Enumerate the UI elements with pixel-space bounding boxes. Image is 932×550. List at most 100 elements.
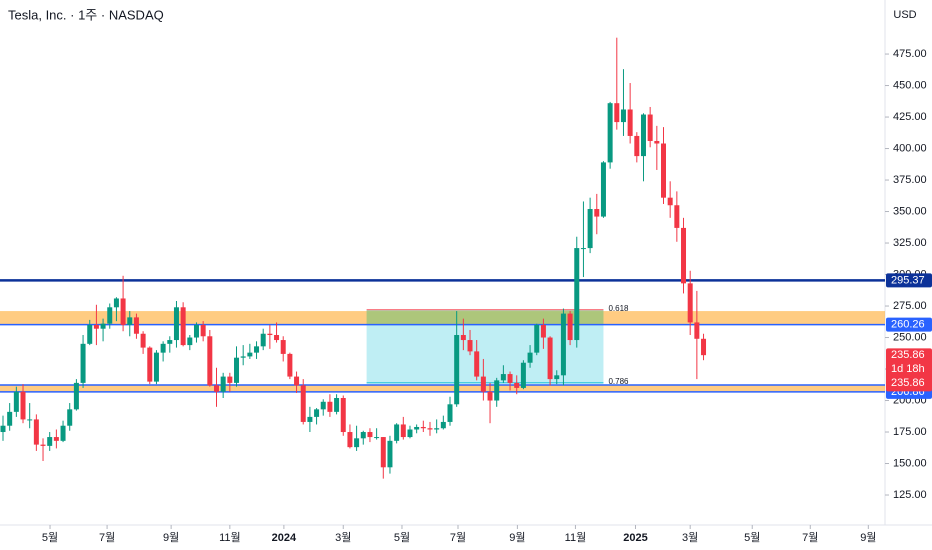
candle-body <box>580 248 586 250</box>
candle-body <box>494 380 500 401</box>
currency-label[interactable]: USD <box>893 9 916 21</box>
y-tick-label: 375.00 <box>893 174 927 186</box>
y-tick-label: 450.00 <box>893 79 927 91</box>
candle-body <box>547 337 553 380</box>
candle-body <box>687 283 693 323</box>
x-tick-label: 2024 <box>272 532 297 544</box>
candle-body <box>314 409 320 417</box>
candle-body <box>567 313 573 341</box>
candle-body <box>133 317 139 334</box>
candle-body <box>167 340 173 344</box>
candle-body <box>187 337 193 346</box>
chart-title: Tesla, Inc. · 1주 · NASDAQ <box>8 7 164 22</box>
y-tick-label: 400.00 <box>893 142 927 154</box>
candle-body <box>180 307 186 346</box>
candle-body <box>374 437 380 439</box>
x-tick-label: 11월 <box>219 531 241 544</box>
x-tick-label: 9월 <box>509 531 525 544</box>
y-tick-label: 275.00 <box>893 300 927 312</box>
y-tick-label: 475.00 <box>893 48 927 60</box>
candle-body <box>40 444 46 446</box>
candle-body <box>660 143 666 198</box>
zone <box>0 384 885 392</box>
candle-body <box>654 140 660 144</box>
candle-body <box>394 424 400 441</box>
price-badge-label: 260.26 <box>891 319 925 331</box>
x-tick-label: 7월 <box>450 531 466 544</box>
countdown-label: 1d 18h <box>891 363 925 375</box>
candle-body <box>427 428 433 430</box>
candle-body <box>87 324 93 344</box>
candle-body <box>193 324 199 338</box>
candle-body <box>173 307 179 341</box>
candle-body <box>367 432 373 438</box>
candle-body <box>434 428 440 430</box>
candle-body <box>340 398 346 433</box>
candle-body <box>207 336 213 386</box>
candle-body <box>127 317 133 325</box>
candle-body <box>620 109 626 123</box>
x-tick-label: 5월 <box>42 531 58 544</box>
candle-body <box>120 298 126 325</box>
candle-body <box>20 391 26 420</box>
x-tick-label: 2025 <box>623 532 647 544</box>
candle-body <box>540 324 546 338</box>
candle-body <box>440 421 446 429</box>
candle-body <box>93 324 99 329</box>
candle-body <box>407 429 413 438</box>
candle-body <box>447 404 453 422</box>
candle-body <box>354 438 360 448</box>
candle-body <box>327 401 333 412</box>
candle-body <box>254 346 260 353</box>
x-tick-label: 7월 <box>802 531 818 544</box>
last-price-label: 235.86 <box>891 377 925 389</box>
candle-body <box>0 425 6 433</box>
candle-body <box>480 376 486 392</box>
candle-body <box>334 398 340 412</box>
candle-body <box>147 347 153 382</box>
price-badge-label: 295.37 <box>891 274 925 286</box>
x-tick-label: 11월 <box>565 531 587 544</box>
candle-body <box>474 351 480 377</box>
candle-body <box>73 382 79 410</box>
candle-body <box>213 385 219 392</box>
candle-body <box>100 323 106 329</box>
candle-body <box>260 333 266 347</box>
candle-body <box>300 385 306 422</box>
candle-body <box>7 411 13 426</box>
candle-body <box>80 343 86 383</box>
fib-label: 0.618 <box>608 304 629 313</box>
last-price-label: 235.86 <box>891 349 925 361</box>
candle-body <box>307 416 313 422</box>
candle-body <box>627 109 633 136</box>
candle-body <box>140 333 146 348</box>
candle-body <box>227 376 233 383</box>
candle-body <box>487 391 493 401</box>
candle-body <box>701 338 707 356</box>
candle-body <box>534 324 540 353</box>
candle-body <box>107 307 113 324</box>
candle-body <box>267 333 273 336</box>
candle-body <box>274 335 280 341</box>
y-tick-label: 150.00 <box>893 457 927 469</box>
candle-body <box>47 437 53 446</box>
candle-body <box>520 362 526 388</box>
candle-body <box>67 409 73 426</box>
candle-body <box>527 352 533 363</box>
candle-body <box>454 335 460 405</box>
candle-body <box>420 426 426 429</box>
y-tick-label: 250.00 <box>893 331 927 343</box>
candle-body <box>347 432 353 448</box>
x-tick-label: 9월 <box>163 531 179 544</box>
last-price-badge <box>886 348 932 392</box>
x-tick-label: 3월 <box>335 531 351 544</box>
candle-body <box>387 440 393 468</box>
candle-body <box>200 324 206 337</box>
candle-body <box>13 391 19 412</box>
candle-body <box>514 382 520 388</box>
candle-body <box>234 357 240 383</box>
candle-body <box>60 425 66 441</box>
candle-body <box>247 352 253 357</box>
fib-top-fill <box>366 309 604 325</box>
